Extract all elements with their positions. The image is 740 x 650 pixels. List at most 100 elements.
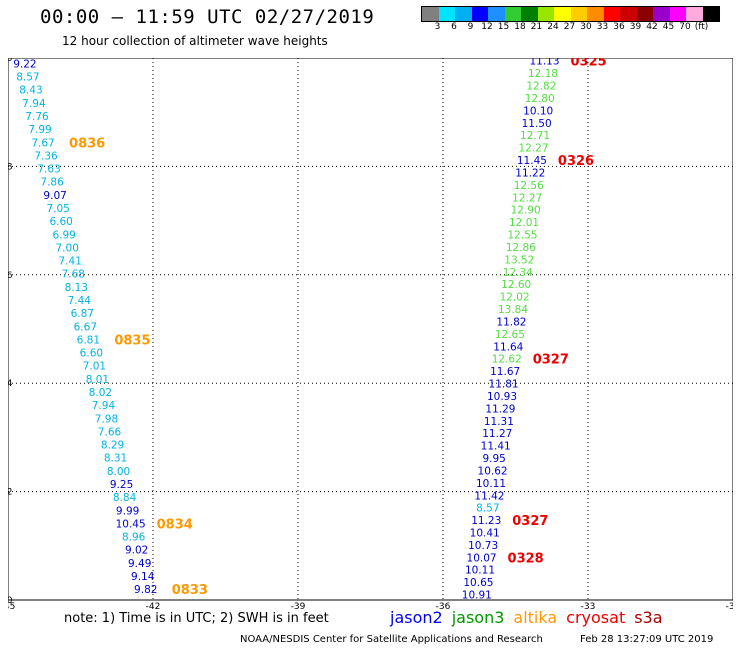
swh-value: 10.11 <box>476 478 506 490</box>
colorbar-label: 30 <box>580 22 592 32</box>
map-title: 00:00 – 11:59 UTC 02/27/2019 <box>40 6 375 28</box>
swh-value: 8.43 <box>19 85 42 97</box>
swh-value: 11.22 <box>515 167 545 179</box>
swh-value: 12.65 <box>495 329 525 341</box>
swh-value: 7.94 <box>22 98 46 110</box>
swh-value: 6.67 <box>74 321 97 333</box>
swh-value: 7.76 <box>25 111 49 123</box>
swh-value: 10.65 <box>463 577 493 589</box>
swh-value: 10.45 <box>116 518 146 530</box>
colorbar-swatch <box>521 7 538 21</box>
colorbar-label: 39 <box>629 22 642 32</box>
colorbar-label: 24 <box>547 22 559 32</box>
y-tick-label: 22 <box>8 488 12 498</box>
swh-value: 12.02 <box>500 292 530 304</box>
map-frame <box>8 58 733 601</box>
swh-value: 9.82 <box>134 584 157 596</box>
swh-value: 7.01 <box>83 361 106 373</box>
swh-value: 10.73 <box>468 540 498 552</box>
swh-value: 8.29 <box>101 440 124 452</box>
swh-value: 11.81 <box>489 379 519 391</box>
y-tick-label: 24 <box>8 379 13 389</box>
swh-value: 8.96 <box>122 532 146 544</box>
swh-value: 12.71 <box>520 130 550 142</box>
pass-time-label: 0834 <box>157 517 193 532</box>
colorbar-swatch <box>636 7 653 21</box>
satellite-legend-item: jason2 <box>390 608 443 627</box>
colorbar-swatch <box>686 7 703 21</box>
swh-value: 10.41 <box>470 528 500 540</box>
footer-note: note: 1) Time is in UTC; 2) SWH is in fe… <box>64 611 329 626</box>
x-tick-label: -39 <box>291 602 306 610</box>
colorbar-label: 45 <box>662 22 675 32</box>
colorbar-label: 27 <box>563 22 576 32</box>
swh-value: 11.42 <box>474 490 504 502</box>
swh-value: 12.55 <box>507 230 537 242</box>
swh-value: 7.44 <box>68 295 92 307</box>
colorbar-label: 15 <box>497 22 510 32</box>
swh-value: 10.93 <box>487 391 517 403</box>
colorbar-labels: 3 6 9 12 15 18 21 24 27 30 33 36 39 42 45 70 (ft) <box>421 22 740 34</box>
swh-value: 6.60 <box>49 216 72 228</box>
colorbar-swatch <box>438 7 455 21</box>
y-tick-label: 30 <box>8 58 13 64</box>
colorbar-swatch <box>471 7 488 21</box>
x-tick-label: -42 <box>146 602 161 610</box>
x-tick-label: -36 <box>436 602 451 610</box>
swh-value: 11.23 <box>471 515 501 527</box>
colorbar-swatch <box>488 7 505 21</box>
wave-height-map: -45-42-39-36-33-303028262422209.228.578.… <box>8 58 733 610</box>
x-tick-label: -30 <box>726 602 733 610</box>
colorbar-swatch <box>702 7 719 21</box>
x-tick-label: -45 <box>8 602 15 610</box>
swh-value: 12.90 <box>511 205 541 217</box>
swh-value: 11.50 <box>522 118 552 130</box>
swh-value: 11.82 <box>496 316 526 328</box>
swh-value: 11.13 <box>529 58 559 68</box>
colorbar-label: 21 <box>530 22 543 32</box>
colorbar-label: 9 <box>467 22 474 32</box>
swh-value: 6.81 <box>77 334 100 346</box>
swh-value: 6.60 <box>80 348 103 360</box>
swh-value: 7.05 <box>46 203 69 215</box>
swh-value: 11.31 <box>484 416 514 428</box>
x-tick-label: -33 <box>581 602 596 610</box>
swh-value: 7.36 <box>34 150 58 162</box>
swh-value: 7.86 <box>40 177 64 189</box>
swh-value: 12.80 <box>525 93 555 105</box>
swh-value: 8.01 <box>86 374 109 386</box>
colorbar-swatch <box>653 7 670 21</box>
swh-value: 8.02 <box>89 387 112 399</box>
pass-time-label: 0325 <box>571 58 607 70</box>
swh-value: 10.62 <box>478 465 508 477</box>
swh-value: 7.99 <box>28 124 51 136</box>
colorbar-label: 36 <box>613 22 625 32</box>
swh-value: 8.84 <box>113 492 137 504</box>
colorbar-swatch <box>587 7 604 21</box>
swh-value: 12.86 <box>506 242 536 254</box>
satellite-legend-item: altika <box>513 608 558 627</box>
pass-time-label: 0835 <box>114 333 150 348</box>
swh-value: 10.91 <box>462 590 492 602</box>
swh-value: 11.45 <box>517 155 547 167</box>
colorbar-swatch <box>422 7 439 21</box>
colorbar-swatch <box>620 7 637 21</box>
swh-value: 8.31 <box>104 453 127 465</box>
satellite-legend-item: jason3 <box>451 608 505 627</box>
swh-value: 9.02 <box>125 545 148 557</box>
swh-value: 11.67 <box>490 366 520 378</box>
swh-value: 10.10 <box>523 105 553 117</box>
swh-value: 12.27 <box>512 192 542 204</box>
colorbar-swatch <box>603 7 620 21</box>
swh-value: 7.68 <box>62 269 85 281</box>
swh-value: 7.41 <box>59 256 82 268</box>
colorbar-label: 18 <box>514 22 526 32</box>
swh-value: 8.57 <box>16 72 39 84</box>
colorbar-swatch <box>570 7 587 21</box>
colorbar-swatch <box>455 7 472 21</box>
swh-value: 12.34 <box>503 267 533 279</box>
swh-value: 12.82 <box>526 81 556 93</box>
swh-value: 6.87 <box>71 308 94 320</box>
swh-value: 13.52 <box>504 254 534 266</box>
pass-time-label: 0327 <box>512 514 548 529</box>
